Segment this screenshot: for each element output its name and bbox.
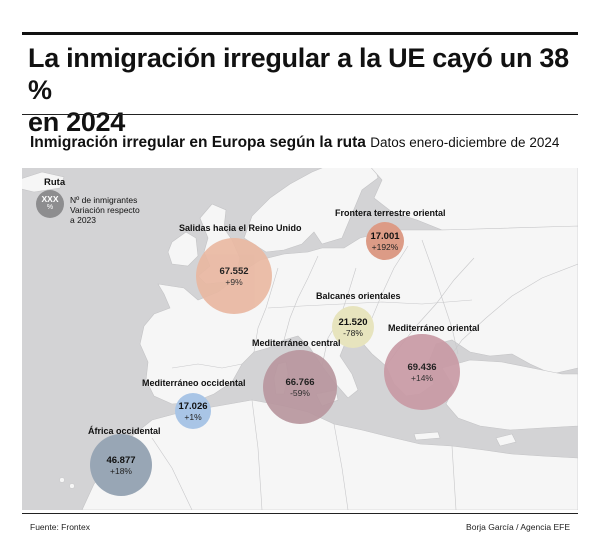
route-change-balkans: -78% xyxy=(343,327,363,338)
legend-symbol: XXX % xyxy=(36,190,64,218)
route-change-west-africa: +18% xyxy=(110,465,132,476)
subtitle: Inmigración irregular en Europa según la… xyxy=(30,134,559,152)
route-label-uk: Salidas hacia el Reino Unido xyxy=(179,223,302,233)
footer-divider xyxy=(22,513,578,514)
route-change-uk: +9% xyxy=(225,276,243,287)
legend-description: Nº de inmigrantes Variación respecto a 2… xyxy=(70,195,160,225)
subtitle-dates: Datos enero-diciembre de 2024 xyxy=(370,135,560,150)
route-change-central-med: -59% xyxy=(290,387,310,398)
route-change-west-med: +1% xyxy=(184,411,202,422)
route-change-eastern-land: +192% xyxy=(371,241,399,252)
route-label-central-med: Mediterráneo central xyxy=(252,338,341,348)
route-count-east-med: 69.436 xyxy=(407,361,437,373)
route-count-central-med: 66.766 xyxy=(285,376,315,388)
route-label-west-africa: África occidental xyxy=(88,426,161,436)
legend-line-2: Variación respecto xyxy=(70,205,140,215)
route-label-eastern-land: Frontera terrestre oriental xyxy=(335,208,446,218)
route-count-eastern-land: 17.001 xyxy=(370,230,400,242)
route-count-west-africa: 46.877 xyxy=(106,454,136,466)
route-bubble-central-med: 66.766 -59% xyxy=(263,350,337,424)
route-count-west-med: 17.026 xyxy=(178,400,208,412)
route-label-east-med: Mediterráneo oriental xyxy=(388,323,480,333)
route-count-balkans: 21.520 xyxy=(338,316,368,328)
legend-symbol-pct: % xyxy=(46,204,54,211)
legend-title: Ruta xyxy=(44,177,66,188)
route-bubble-west-med: 17.026 +1% xyxy=(175,393,211,429)
route-bubble-west-africa: 46.877 +18% xyxy=(90,434,152,496)
route-bubble-uk: 67.552 +9% xyxy=(196,238,272,314)
route-change-east-med: +14% xyxy=(411,372,433,383)
headline-line-1: La inmigración irregular a la UE cayó un… xyxy=(28,43,569,105)
legend-line-3: a 2023 xyxy=(70,215,96,225)
route-bubble-east-med: 69.436 +14% xyxy=(384,334,460,410)
legend-line-1: Nº de inmigrantes xyxy=(70,195,138,205)
top-rule xyxy=(22,32,578,35)
subtitle-main: Inmigración irregular en Europa según la… xyxy=(30,134,366,151)
legend-symbol-count: XXX xyxy=(41,194,59,204)
footer-source: Fuente: Frontex xyxy=(30,522,91,532)
footer-credit: Borja García / Agencia EFE xyxy=(466,522,570,532)
route-bubble-eastern-land: 17.001 +192% xyxy=(366,222,404,260)
route-label-balkans: Balcanes orientales xyxy=(316,291,401,301)
headline: La inmigración irregular a la UE cayó un… xyxy=(28,42,578,138)
headline-divider xyxy=(22,114,578,115)
route-label-west-med: Mediterráneo occidental xyxy=(142,378,246,388)
headline-line-2: en 2024 xyxy=(28,107,125,137)
route-bubble-balkans: 21.520 -78% xyxy=(332,306,374,348)
route-count-uk: 67.552 xyxy=(219,265,249,277)
